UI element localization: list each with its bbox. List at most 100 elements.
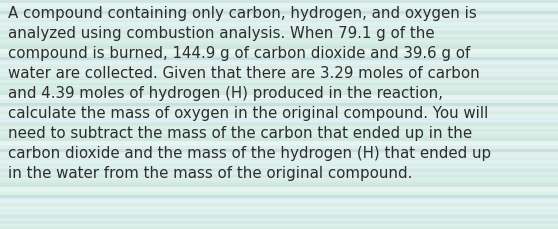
Bar xyxy=(0,144,558,149)
Bar xyxy=(0,76,558,80)
Bar xyxy=(0,190,558,195)
Bar xyxy=(0,179,558,183)
Bar xyxy=(0,126,558,130)
Bar xyxy=(0,95,558,99)
Bar xyxy=(0,214,558,218)
Bar xyxy=(0,141,558,145)
Bar xyxy=(0,29,558,32)
Bar xyxy=(0,40,558,44)
Bar xyxy=(0,137,558,141)
Bar xyxy=(0,145,558,149)
Bar xyxy=(0,195,558,199)
Bar xyxy=(0,176,558,179)
Bar xyxy=(0,122,558,126)
Bar xyxy=(0,107,558,111)
Bar xyxy=(0,225,558,229)
Bar xyxy=(0,164,558,168)
Bar xyxy=(0,167,558,172)
Bar xyxy=(0,61,558,65)
Bar xyxy=(0,109,558,112)
Bar xyxy=(0,114,558,118)
Bar xyxy=(0,52,558,55)
Bar xyxy=(0,133,558,137)
Bar xyxy=(0,213,558,218)
Bar xyxy=(0,74,558,78)
Bar xyxy=(0,177,558,181)
Bar xyxy=(0,153,558,156)
Bar xyxy=(0,212,558,215)
Bar xyxy=(0,63,558,66)
Bar xyxy=(0,4,558,8)
Bar xyxy=(0,46,558,50)
Bar xyxy=(0,223,558,227)
Bar xyxy=(0,57,558,61)
Bar xyxy=(0,189,558,192)
Bar xyxy=(0,224,558,229)
Bar xyxy=(0,80,558,84)
Bar xyxy=(0,18,558,23)
Bar xyxy=(0,166,558,169)
Bar xyxy=(0,103,558,107)
Bar xyxy=(0,76,558,80)
Bar xyxy=(0,110,558,114)
Bar xyxy=(0,41,558,46)
Bar xyxy=(0,27,558,30)
Bar xyxy=(0,0,558,4)
Bar xyxy=(0,53,558,57)
Bar xyxy=(0,210,558,214)
Bar xyxy=(0,179,558,183)
Bar xyxy=(0,156,558,160)
Bar xyxy=(0,206,558,210)
Bar xyxy=(0,202,558,206)
Bar xyxy=(0,200,558,204)
Bar xyxy=(0,98,558,103)
Bar xyxy=(0,134,558,137)
Bar xyxy=(0,15,558,19)
Bar xyxy=(0,84,558,88)
Bar xyxy=(0,218,558,221)
Bar xyxy=(0,199,558,202)
Bar xyxy=(0,11,558,15)
Bar xyxy=(0,30,558,34)
Bar xyxy=(0,8,558,11)
Bar xyxy=(0,19,558,23)
Bar xyxy=(0,69,558,73)
Bar xyxy=(0,160,558,164)
Bar xyxy=(0,155,558,158)
Bar xyxy=(0,99,558,103)
Bar xyxy=(0,187,558,191)
Bar xyxy=(0,149,558,153)
Bar xyxy=(0,65,558,69)
Bar xyxy=(0,191,558,195)
Bar xyxy=(0,143,558,147)
Bar xyxy=(0,221,558,225)
Bar xyxy=(0,38,558,42)
Bar xyxy=(0,6,558,9)
Bar xyxy=(0,172,558,176)
Bar xyxy=(0,7,558,11)
Bar xyxy=(0,118,558,122)
Bar xyxy=(0,23,558,27)
Bar xyxy=(0,73,558,76)
Bar xyxy=(0,183,558,187)
Bar xyxy=(0,30,558,34)
Bar xyxy=(0,202,558,206)
Bar xyxy=(0,17,558,21)
Bar xyxy=(0,53,558,57)
Bar xyxy=(0,88,558,92)
Bar xyxy=(0,50,558,53)
Bar xyxy=(0,34,558,38)
Bar xyxy=(0,130,558,134)
Bar xyxy=(0,121,558,126)
Bar xyxy=(0,92,558,95)
Bar xyxy=(0,87,558,92)
Bar xyxy=(0,132,558,135)
Bar xyxy=(0,111,558,114)
Bar xyxy=(0,120,558,124)
Bar xyxy=(0,64,558,69)
Bar xyxy=(0,86,558,89)
Bar xyxy=(0,156,558,160)
Bar xyxy=(0,97,558,101)
Bar xyxy=(0,42,558,46)
Text: A compound containing only carbon, hydrogen, and oxygen is
analyzed using combus: A compound containing only carbon, hydro… xyxy=(8,6,491,180)
